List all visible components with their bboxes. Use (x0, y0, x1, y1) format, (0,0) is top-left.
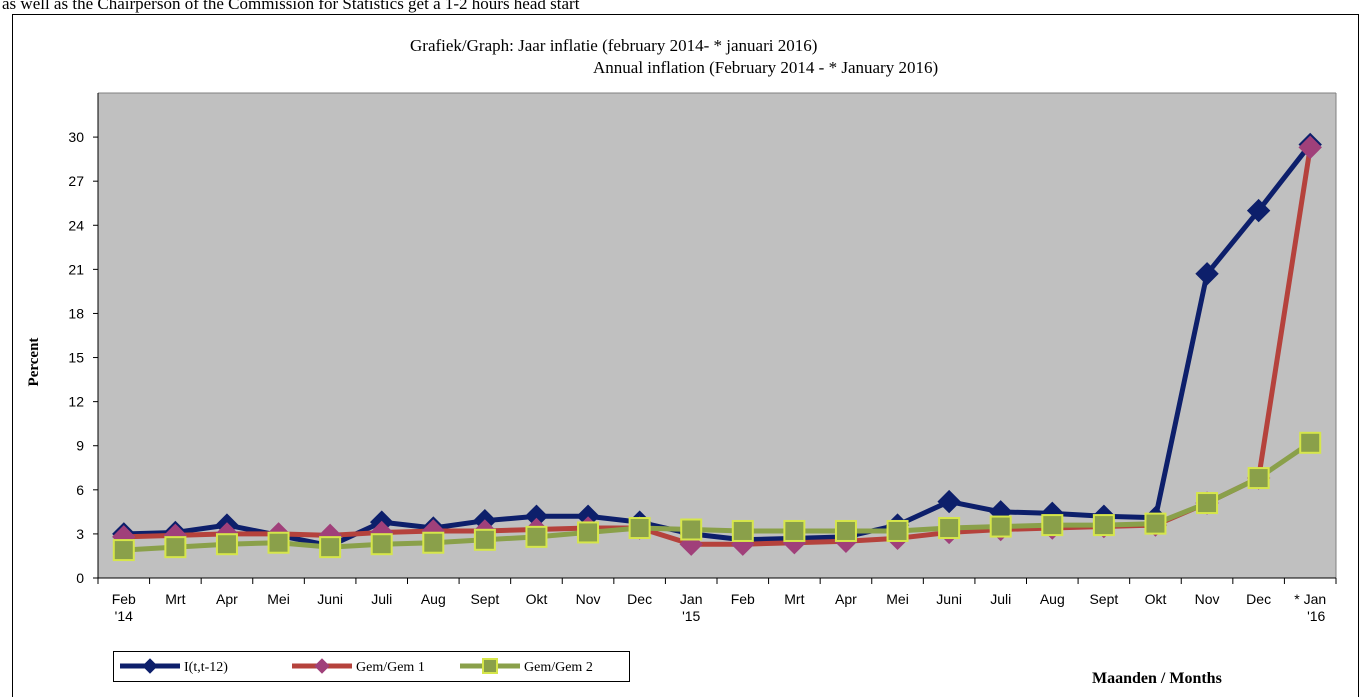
x-tick-label: Nov (1195, 591, 1220, 607)
x-tick-label: Sept (1089, 591, 1118, 607)
y-tick-label: 15 (68, 350, 84, 366)
data-point (577, 521, 600, 544)
x-tick-sublabel: '15 (682, 608, 700, 624)
x-axis-label: Maanden / Months (1092, 670, 1222, 687)
y-tick-label: 3 (76, 526, 84, 542)
legend-swatch-marker (142, 658, 158, 674)
x-tick-label: Mei (267, 591, 290, 607)
data-point (525, 525, 548, 548)
data-point (422, 531, 445, 554)
y-tick-label: 21 (68, 261, 84, 277)
x-tick-label: Okt (526, 591, 548, 607)
legend-swatch-marker (314, 658, 330, 674)
data-point (164, 536, 187, 559)
x-tick-label: Mei (886, 591, 909, 607)
data-point (319, 536, 342, 559)
legend-swatch-marker (482, 658, 498, 674)
x-tick-label: Jan (680, 591, 703, 607)
y-tick-label: 9 (76, 438, 84, 454)
x-tick-label: Apr (216, 591, 238, 607)
y-tick-label: 30 (68, 129, 84, 145)
x-tick-label: Apr (835, 591, 857, 607)
y-tick-label: 0 (76, 570, 84, 586)
plot-area (98, 93, 1336, 578)
data-point (989, 515, 1012, 538)
data-point (783, 519, 806, 542)
y-tick-label: 27 (68, 173, 84, 189)
x-tick-label: Okt (1145, 591, 1167, 607)
x-tick-sublabel: '14 (115, 608, 133, 624)
x-tick-label: Juli (990, 591, 1011, 607)
x-tick-label: Mrt (165, 591, 185, 607)
data-point (731, 519, 754, 542)
legend-label: Gem/Gem 2 (524, 660, 593, 675)
y-tick-label: 12 (68, 394, 84, 410)
data-point (1195, 262, 1219, 286)
data-point (834, 519, 857, 542)
x-tick-label: * Jan (1294, 591, 1326, 607)
data-point (215, 533, 238, 556)
data-point (1092, 514, 1115, 537)
y-axis-label: Percent (26, 338, 42, 387)
data-point (1041, 514, 1064, 537)
data-point (1247, 467, 1270, 490)
x-tick-label: Dec (627, 591, 652, 607)
x-tick-label: Juni (317, 591, 343, 607)
x-tick-label: Aug (1040, 591, 1065, 607)
data-point (1299, 431, 1322, 454)
header-note: as well as the Chairperson of the Commis… (2, 0, 580, 13)
data-point (112, 539, 135, 562)
x-tick-label: Juli (371, 591, 392, 607)
x-tick-label: Feb (112, 591, 136, 607)
x-tick-label: Sept (470, 591, 499, 607)
legend-box (113, 651, 630, 682)
x-tick-label: Juni (936, 591, 962, 607)
data-point (886, 519, 909, 542)
x-tick-label: Aug (421, 591, 446, 607)
x-tick-label: Dec (1246, 591, 1271, 607)
x-tick-label: Mrt (784, 591, 804, 607)
data-point (937, 489, 961, 514)
y-tick-label: 24 (68, 217, 84, 233)
x-tick-sublabel: '16 (1307, 608, 1325, 624)
x-tick-label: Nov (576, 591, 601, 607)
legend-label: Gem/Gem 1 (356, 660, 425, 675)
data-point (370, 533, 393, 556)
data-point (938, 517, 961, 540)
chart-title: Grafiek/Graph: Jaar inflatie (february 2… (410, 36, 817, 55)
data-point (473, 528, 496, 551)
chart-subtitle: Annual inflation (February 2014 - * Janu… (593, 58, 938, 77)
data-point (628, 517, 651, 540)
legend-label: I(t,t-12) (184, 660, 228, 675)
y-tick-label: 18 (68, 305, 84, 321)
data-point (1298, 135, 1322, 160)
data-point (680, 518, 703, 541)
x-tick-label: Feb (731, 591, 755, 607)
data-point (1144, 512, 1167, 535)
data-point (267, 531, 290, 554)
data-point (1246, 198, 1271, 223)
data-point (1196, 492, 1219, 515)
y-tick-label: 6 (76, 482, 84, 498)
